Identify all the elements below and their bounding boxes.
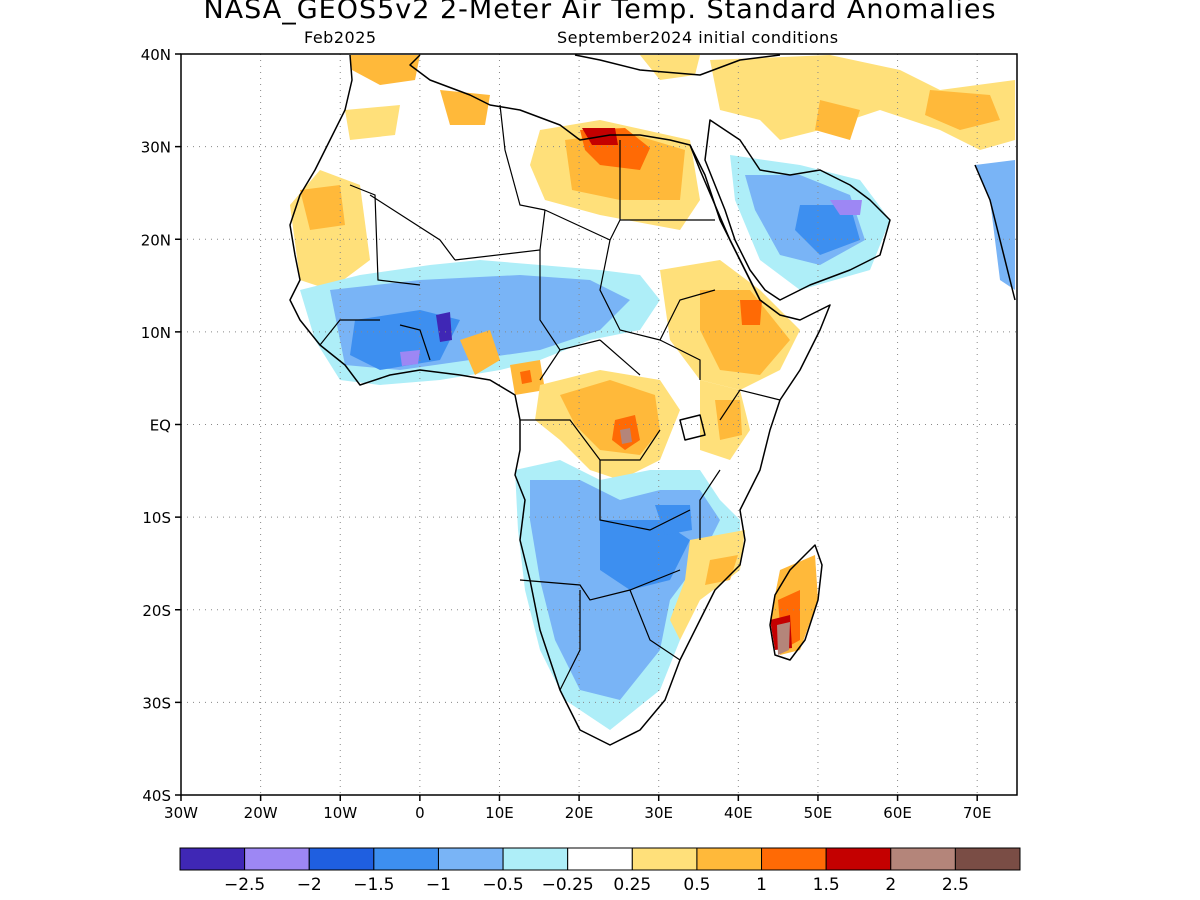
map-title: NASA_GEOS5v2 2-Meter Air Temp. Standard … — [203, 0, 997, 25]
colorbar-swatch — [954, 847, 1021, 871]
colorbar-swatch — [437, 847, 504, 871]
lon-tick-label: 10E — [485, 804, 514, 822]
colorbar-swatch — [890, 847, 956, 871]
warm-anomaly-mozambique — [705, 555, 738, 585]
cool-anomaly-south — [600, 520, 690, 590]
colorbar-swatch — [696, 847, 763, 871]
warm-anomaly-north-coast — [345, 105, 400, 140]
colorbar-label: 2 — [885, 875, 896, 895]
colorbar-label: −1 — [426, 875, 451, 895]
warm-anomaly-east — [740, 300, 762, 325]
coastlines — [289, 54, 1016, 746]
warm-anomaly-north-coast — [925, 90, 1000, 130]
lon-tick-label: 10W — [323, 804, 357, 822]
arabia-coastline — [704, 119, 891, 301]
grid-lines — [181, 54, 1017, 795]
colorbar-label: 0.25 — [613, 875, 651, 895]
warm-anomaly-congo — [620, 428, 632, 444]
warm-anomaly-central — [460, 330, 500, 375]
warm-anomaly-north-coast — [640, 55, 700, 80]
lon-tick-label: 20W — [244, 804, 278, 822]
forecast-month: Feb2025 — [304, 28, 377, 47]
warm-anomaly-east — [700, 290, 790, 375]
lat-tick-label: 40N — [141, 46, 171, 64]
cool-anomaly-sahel — [436, 312, 452, 342]
colorbar-label: 1 — [756, 875, 767, 895]
map-layers — [181, 54, 1017, 795]
anomaly-shading — [290, 55, 1015, 730]
lat-tick-label: 40S — [142, 787, 171, 805]
lon-tick-label: 70E — [963, 804, 992, 822]
warm-anomaly-north-coast — [440, 90, 490, 125]
colorbar: −2.5 −2 −1.5 −1 −0.5 −0.25 0.25 0.5 1 1.5 2 2.5 — [179, 847, 1021, 895]
warm-anomaly-central — [520, 370, 532, 384]
warm-anomaly-north-coast — [815, 100, 860, 140]
colorbar-swatch — [244, 847, 310, 871]
colorbar-label: 1.5 — [813, 875, 840, 895]
lake-victoria — [679, 414, 706, 441]
colorbar-swatch — [825, 847, 892, 871]
colorbar-label: 2.5 — [942, 875, 969, 895]
lon-tick-label: 40E — [724, 804, 753, 822]
warm-anomaly-west-coast — [300, 185, 345, 230]
red-sea-coastline — [689, 144, 761, 301]
colorbar-swatch — [179, 847, 246, 871]
lat-tick-label: 30N — [141, 139, 171, 157]
lat-tick-label: 30S — [142, 694, 171, 712]
india-coastline — [974, 164, 1016, 301]
axis-ticks — [175, 53, 978, 801]
cool-anomaly-arabia — [795, 205, 860, 255]
lon-tick-label: 20E — [565, 804, 594, 822]
colorbar-swatch — [631, 847, 698, 871]
cool-anomaly-arabia — [830, 200, 862, 215]
colorbar-label: −1.5 — [353, 875, 394, 895]
colorbar-swatch — [761, 847, 827, 871]
cool-anomaly-south — [655, 505, 692, 535]
colorbar-label: −2.5 — [224, 875, 265, 895]
latitude-labels: 40N 30N 20N 10N EQ 10S 20S 30S 40S — [141, 46, 171, 805]
colorbar-swatch — [373, 847, 439, 871]
colorbar-label: 0.5 — [683, 875, 710, 895]
lon-tick-label: 50E — [804, 804, 833, 822]
lon-tick-label: 30E — [644, 804, 673, 822]
colorbar-label: −2 — [297, 875, 322, 895]
warm-anomaly-north-coast — [710, 55, 1015, 150]
colorbar-swatch — [502, 847, 569, 871]
initial-conditions: September2024 initial conditions — [557, 28, 839, 47]
longitude-labels: 30W 20W 10W 0 10E 20E 30E 40E 50E 60E 70E — [164, 804, 991, 822]
madagascar-coastline — [769, 544, 823, 661]
colorbar-swatch — [308, 847, 375, 871]
warm-anomaly-madagascar — [777, 622, 790, 655]
cool-anomaly-sahel — [400, 350, 420, 366]
lon-tick-label: 30W — [164, 804, 198, 822]
country-borders — [319, 104, 781, 691]
warm-anomaly-east — [715, 400, 742, 440]
colorbar-label: −0.5 — [482, 875, 523, 895]
lat-tick-label: EQ — [150, 417, 171, 435]
lon-tick-label: 0 — [415, 804, 425, 822]
lat-tick-label: 20N — [141, 231, 171, 249]
lon-tick-label: 60E — [883, 804, 912, 822]
cool-anomaly-sahel — [350, 310, 460, 370]
lat-tick-label: 20S — [142, 602, 171, 620]
warm-anomaly-north-coast — [350, 55, 420, 85]
africa-coastline — [289, 54, 831, 746]
colorbar-swatch — [567, 847, 633, 871]
colorbar-label: −0.25 — [542, 875, 594, 895]
lat-tick-label: 10N — [141, 324, 171, 342]
lat-tick-label: 10S — [142, 509, 171, 527]
mediterranean-coastline — [574, 54, 781, 76]
